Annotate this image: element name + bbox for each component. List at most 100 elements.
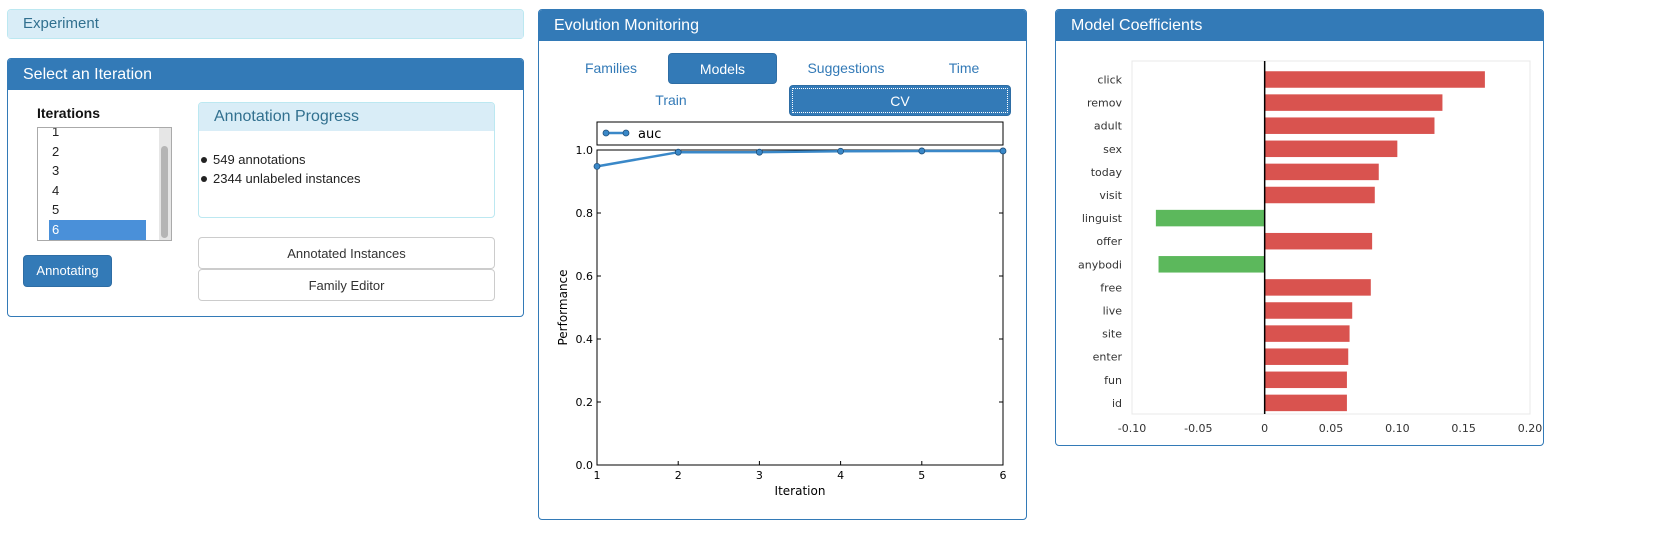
tab-time[interactable]: Time [948, 60, 980, 76]
legend-box [596, 121, 1004, 146]
auc-data-point [837, 147, 845, 155]
legend-label: auc [638, 127, 661, 142]
category-label: visit [1099, 189, 1122, 202]
evolution-monitoring-panel: Evolution Monitoring 0.0 0.2 0.4 0.6 0.8 1.0 1… [538, 9, 1027, 520]
x-tick-label: 2 [675, 469, 682, 482]
x-tick-label: -0.10 [1118, 422, 1146, 435]
progress-item-text: 2344 unlabeled instances [213, 171, 361, 186]
bullet-icon [201, 156, 207, 163]
model-coefficients-panel: Model Coefficients click remov adult sex tod… [1055, 9, 1544, 446]
category-label: enter [1093, 351, 1123, 364]
model-coefficients-title: Model Coefficients [1056, 10, 1543, 41]
auc-series-line [596, 149, 1003, 168]
category-label: live [1103, 305, 1123, 318]
progress-item-text: 549 annotations [213, 152, 306, 167]
select-iteration-title: Select an Iteration [8, 59, 523, 90]
annotation-progress-panel: Annotation Progress 549 annotations 2344 … [198, 102, 495, 218]
iterations-label: Iterations [37, 105, 101, 121]
iteration-option[interactable]: 1 [52, 127, 60, 139]
coefficient-bar [1264, 71, 1485, 88]
coefficient-bar [1264, 325, 1350, 342]
legend-marker-icon [622, 129, 630, 137]
annotation-progress-title: Annotation Progress [199, 103, 494, 131]
family-editor-button[interactable]: Family Editor [198, 269, 495, 301]
x-tick-label: 6 [1000, 469, 1007, 482]
category-label: linguist [1082, 212, 1123, 225]
subtab-cv[interactable]: CV [789, 85, 1011, 116]
auc-data-point [674, 148, 682, 156]
category-label: today [1091, 166, 1123, 179]
experiment-title[interactable]: Experiment [8, 10, 523, 38]
auc-data-point [593, 162, 601, 170]
x-tick-label: 0 [1261, 422, 1268, 435]
coefficient-bar [1155, 209, 1265, 227]
coefficient-bar [1264, 279, 1371, 296]
iteration-option[interactable]: 6 [49, 219, 146, 240]
y-tick-label: 1.0 [576, 144, 594, 157]
iteration-option[interactable]: 5 [52, 202, 60, 218]
y-tick-label: 0.4 [576, 333, 594, 346]
evolution-monitoring-title: Evolution Monitoring [539, 10, 1026, 41]
iterations-scrollbar[interactable] [159, 128, 171, 240]
x-tick-label: 4 [837, 469, 844, 482]
coefficient-bar [1264, 394, 1347, 412]
x-tick-label: 0.05 [1319, 422, 1344, 435]
iteration-option[interactable]: 4 [52, 182, 60, 198]
y-tick-label: 0.8 [576, 207, 594, 220]
annotation-progress-list: 549 annotations 2344 unlabeled instances [201, 150, 360, 188]
progress-item: 549 annotations [201, 150, 360, 169]
coefficient-bar [1264, 140, 1398, 158]
x-tick-label: 3 [756, 469, 763, 482]
category-label: site [1102, 328, 1122, 341]
category-label: click [1097, 74, 1122, 87]
category-label: id [1112, 397, 1122, 410]
auc-data-point [999, 147, 1007, 155]
tab-suggestions[interactable]: Suggestions [807, 60, 885, 76]
category-label: adult [1094, 120, 1123, 133]
category-label: fun [1104, 374, 1122, 387]
coefficient-bar [1264, 186, 1375, 204]
experiment-panel: Experiment [7, 9, 524, 39]
y-tick-label: 0.6 [576, 270, 594, 283]
x-tick-label: 5 [918, 469, 925, 482]
coefficients-bar-chart: click remov adult sex today visit linguist offe… [1078, 60, 1543, 435]
x-tick-label: 0.20 [1518, 422, 1543, 435]
coefficient-bar [1264, 371, 1347, 389]
coefficient-bar [1158, 256, 1265, 273]
category-label: offer [1096, 235, 1122, 248]
category-label: free [1100, 281, 1122, 294]
category-label: remov [1087, 97, 1122, 110]
coefficient-bar [1264, 232, 1373, 250]
coefficient-bar [1264, 302, 1353, 319]
category-label: sex [1103, 143, 1122, 156]
x-tick-label: -0.05 [1184, 422, 1212, 435]
progress-item: 2344 unlabeled instances [201, 169, 360, 188]
auc-data-point [755, 148, 763, 156]
iteration-option[interactable]: 3 [52, 163, 60, 179]
y-tick-label: 0.0 [576, 459, 594, 472]
coefficient-bar [1264, 163, 1379, 181]
coefficient-bar [1264, 117, 1435, 134]
x-tick-label: 1 [594, 469, 601, 482]
tab-models[interactable]: Models [668, 53, 777, 84]
y-tick-label: 0.2 [576, 396, 594, 409]
x-tick-label: 0.15 [1451, 422, 1476, 435]
bullet-icon [201, 175, 207, 182]
annotated-instances-button[interactable]: Annotated Instances [198, 237, 495, 269]
performance-line-chart: 0.0 0.2 0.4 0.6 0.8 1.0 1 2 3 4 5 6 Iteration Perform… [556, 121, 1007, 498]
subtab-train[interactable]: Train [655, 92, 687, 108]
x-tick-label: 0.10 [1385, 422, 1410, 435]
annotating-button[interactable]: Annotating [23, 255, 112, 287]
iteration-option[interactable]: 2 [52, 143, 60, 159]
scrollbar-thumb[interactable] [161, 146, 168, 238]
coefficient-bar [1264, 348, 1349, 365]
coefficient-bar [1264, 94, 1443, 111]
x-axis-label: Iteration [775, 484, 826, 498]
tab-families[interactable]: Families [584, 60, 638, 76]
auc-data-point [918, 147, 926, 155]
category-label: anybodi [1078, 258, 1122, 271]
plot-area [596, 149, 1004, 466]
y-axis-label: Performance [556, 269, 570, 345]
